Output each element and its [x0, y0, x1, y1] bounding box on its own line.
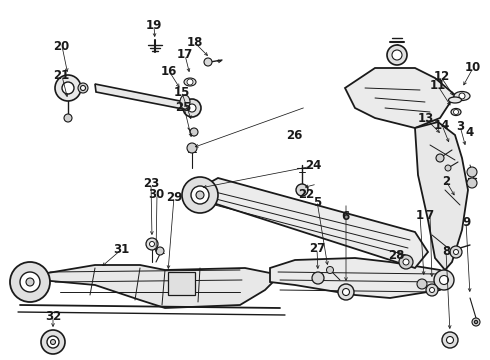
- Circle shape: [442, 332, 458, 348]
- Polygon shape: [345, 68, 455, 128]
- Circle shape: [445, 165, 451, 171]
- Ellipse shape: [448, 97, 462, 103]
- Text: 5: 5: [314, 196, 321, 209]
- Circle shape: [183, 99, 201, 117]
- Circle shape: [436, 154, 444, 162]
- Text: 14: 14: [434, 119, 450, 132]
- Circle shape: [64, 114, 72, 122]
- Circle shape: [188, 104, 196, 112]
- Circle shape: [41, 330, 65, 354]
- Circle shape: [392, 50, 402, 60]
- Text: 12: 12: [433, 70, 450, 83]
- Circle shape: [454, 249, 459, 255]
- Text: 8: 8: [442, 245, 450, 258]
- Polygon shape: [415, 122, 468, 270]
- Circle shape: [454, 109, 459, 114]
- Circle shape: [459, 93, 465, 99]
- Text: 30: 30: [148, 188, 165, 201]
- Circle shape: [78, 83, 88, 93]
- Circle shape: [191, 186, 209, 204]
- Circle shape: [467, 178, 477, 188]
- Circle shape: [20, 272, 40, 292]
- Text: 31: 31: [113, 243, 130, 256]
- Circle shape: [312, 272, 324, 284]
- Circle shape: [190, 128, 198, 136]
- Polygon shape: [200, 178, 428, 268]
- Circle shape: [10, 262, 50, 302]
- Text: 10: 10: [465, 61, 481, 74]
- Text: 7: 7: [425, 209, 433, 222]
- Circle shape: [403, 259, 409, 265]
- Text: 22: 22: [298, 188, 315, 201]
- Circle shape: [472, 318, 480, 326]
- Ellipse shape: [184, 78, 196, 86]
- Circle shape: [474, 320, 477, 324]
- Text: 27: 27: [309, 242, 326, 255]
- Text: 11: 11: [429, 79, 446, 92]
- Text: 21: 21: [53, 69, 70, 82]
- Polygon shape: [95, 84, 198, 112]
- Circle shape: [47, 336, 59, 348]
- Circle shape: [399, 255, 413, 269]
- Circle shape: [446, 337, 454, 343]
- Text: 6: 6: [341, 210, 349, 222]
- Circle shape: [440, 275, 448, 284]
- Circle shape: [417, 279, 427, 289]
- Circle shape: [146, 238, 158, 250]
- Circle shape: [50, 339, 55, 345]
- Text: 9: 9: [463, 216, 470, 229]
- Text: 16: 16: [161, 65, 177, 78]
- Circle shape: [338, 284, 354, 300]
- Circle shape: [296, 184, 308, 196]
- Text: 32: 32: [45, 310, 61, 323]
- Circle shape: [387, 45, 407, 65]
- Circle shape: [430, 288, 435, 292]
- Circle shape: [156, 247, 164, 255]
- Text: 25: 25: [175, 101, 192, 114]
- Ellipse shape: [180, 95, 190, 109]
- Ellipse shape: [454, 91, 470, 100]
- Text: 2: 2: [442, 175, 450, 188]
- Text: 3: 3: [457, 120, 465, 132]
- Circle shape: [196, 191, 204, 199]
- Circle shape: [343, 288, 349, 296]
- Circle shape: [62, 82, 74, 94]
- Text: 17: 17: [177, 48, 194, 61]
- Ellipse shape: [451, 108, 461, 116]
- Circle shape: [80, 86, 85, 90]
- Text: 20: 20: [53, 40, 70, 53]
- Text: 15: 15: [174, 86, 191, 99]
- Circle shape: [467, 167, 477, 177]
- Circle shape: [434, 270, 454, 290]
- Circle shape: [26, 278, 34, 286]
- Polygon shape: [18, 265, 280, 308]
- Text: 1: 1: [416, 209, 423, 222]
- Circle shape: [149, 242, 154, 247]
- Circle shape: [187, 79, 193, 85]
- Text: 28: 28: [388, 249, 404, 262]
- Circle shape: [182, 177, 218, 213]
- Text: 18: 18: [187, 36, 203, 49]
- Text: 23: 23: [143, 177, 159, 190]
- Circle shape: [55, 75, 81, 101]
- Text: 26: 26: [286, 129, 302, 141]
- Circle shape: [450, 246, 462, 258]
- Text: 13: 13: [417, 112, 434, 125]
- Text: 19: 19: [146, 19, 163, 32]
- Circle shape: [204, 58, 212, 66]
- Polygon shape: [270, 258, 445, 298]
- Polygon shape: [168, 272, 195, 295]
- Circle shape: [326, 266, 334, 274]
- Text: 24: 24: [305, 159, 322, 172]
- Text: 4: 4: [466, 126, 473, 139]
- Text: 29: 29: [166, 191, 182, 204]
- Circle shape: [426, 284, 438, 296]
- Circle shape: [187, 143, 197, 153]
